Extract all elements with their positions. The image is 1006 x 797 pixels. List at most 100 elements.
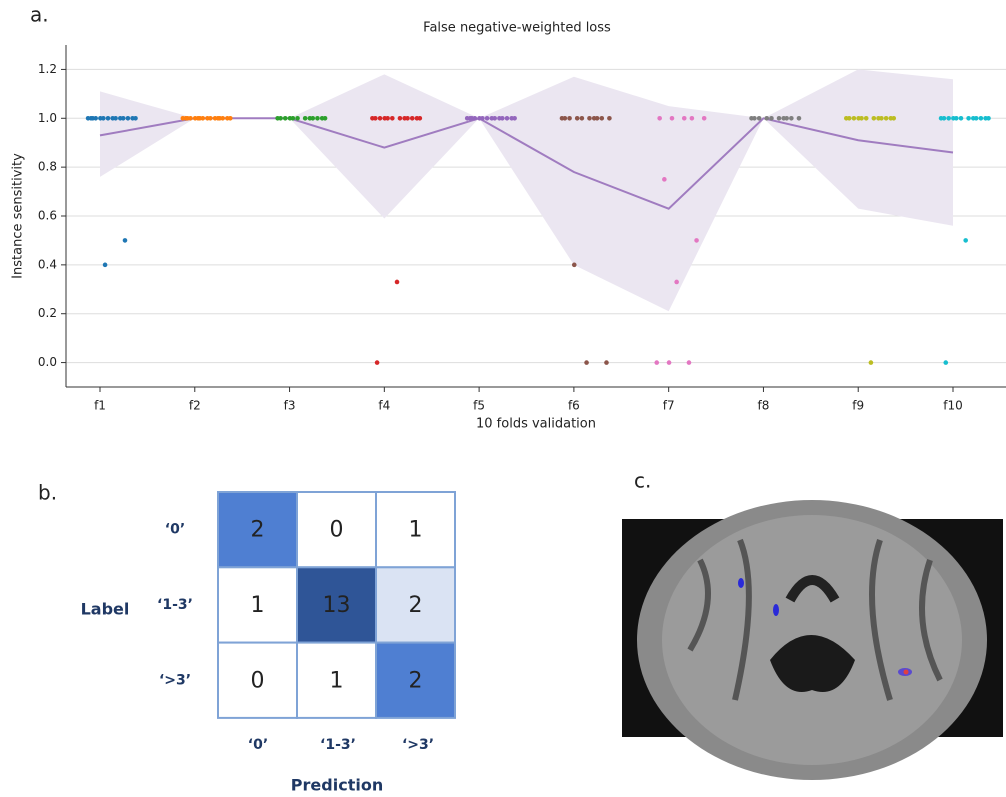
panel-label: a. [30,3,49,27]
strip-point [485,116,490,121]
strip-point [505,116,510,121]
strip-point [193,116,198,121]
strip-point [939,116,944,121]
strip-point [497,116,502,121]
mri-image [622,500,1003,780]
strip-point [876,116,881,121]
strip-point [580,116,585,121]
x-category: ‘0’ [248,737,268,753]
x-tick-label: f3 [284,399,296,413]
x-tick-label: f5 [473,399,485,413]
y-tick-label: 0.8 [38,160,57,174]
strip-point [288,116,293,121]
cell-value: 2 [251,518,265,543]
strip-point [375,360,380,365]
y-axis-label: Label [81,600,130,619]
strip-point [110,116,115,121]
figure: c. a.False negative-weighted loss0.00.20… [0,0,1006,797]
strip-point [662,177,667,182]
y-tick-label: 0.6 [38,209,57,223]
y-category: ‘0’ [165,522,185,538]
strip-point [682,116,687,121]
x-category: ‘1-3’ [320,737,356,753]
strip-point [370,116,375,121]
strip-point [884,116,889,121]
y-tick-label: 0.4 [38,257,57,271]
strip-point [382,116,387,121]
strip-point [126,116,131,121]
cell-value: 2 [409,593,423,618]
strip-point [98,116,103,121]
strip-point [205,116,210,121]
strip-point [769,116,774,121]
strip-point [465,116,470,121]
strip-point [587,116,592,121]
strip-point [567,116,572,121]
strip-point [797,116,802,121]
strip-point [607,116,612,121]
strip-point [390,116,395,121]
strip-point [225,116,230,121]
cell-value: 0 [251,668,265,693]
strip-point [303,116,308,121]
strip-point [378,116,383,121]
strip-point [951,116,956,121]
strip-point [946,116,951,121]
strip-point [852,116,857,121]
x-tick-label: f8 [758,399,770,413]
strip-point [687,360,692,365]
strip-point [90,116,95,121]
y-category: ‘>3’ [159,672,191,688]
strip-point [963,238,968,243]
x-tick-label: f10 [943,399,963,413]
strip-point [130,116,135,121]
strip-point [489,116,494,121]
strip-point [398,116,403,121]
strip-point [690,116,695,121]
cell-value: 1 [251,593,265,618]
strip-point [275,116,280,121]
strip-point [415,116,420,121]
x-tick-label: f7 [663,399,675,413]
x-tick-label: f6 [568,399,580,413]
cell-value: 1 [409,518,423,543]
y-tick-label: 1.2 [38,62,57,76]
strip-point [320,116,325,121]
strip-point [572,263,577,268]
confidence-band [100,69,953,311]
y-axis-label: Instance sensitivity [11,153,26,279]
strip-point [575,116,580,121]
strip-point [864,116,869,121]
strip-point [781,116,786,121]
strip-point [509,116,514,121]
cell-value: 2 [409,668,423,693]
strip-point [764,116,769,121]
x-tick-label: f9 [852,399,864,413]
strip-point [106,116,111,121]
strip-point [198,116,203,121]
strip-point [844,116,849,121]
x-tick-label: f2 [189,399,201,413]
strip-point [477,116,482,121]
strip-point [670,116,675,121]
strip-point [402,116,407,121]
strip-point [103,263,108,268]
strip-point [856,116,861,121]
strip-point [757,116,762,121]
panel-label: b. [38,481,57,505]
strip-point [315,116,320,121]
strip-point [654,360,659,365]
cell-value: 0 [330,518,344,543]
strip-point [702,116,707,121]
strip-point [694,238,699,243]
strip-point [943,360,948,365]
chart-title: False negative-weighted loss [423,21,611,36]
strip-point [971,116,976,121]
strip-point [777,116,782,121]
strip-point [657,116,662,121]
strip-point [185,116,190,121]
cell-value: 13 [323,593,351,618]
x-tick-label: f4 [378,399,390,413]
strip-point [674,280,679,285]
strip-point [560,116,565,121]
